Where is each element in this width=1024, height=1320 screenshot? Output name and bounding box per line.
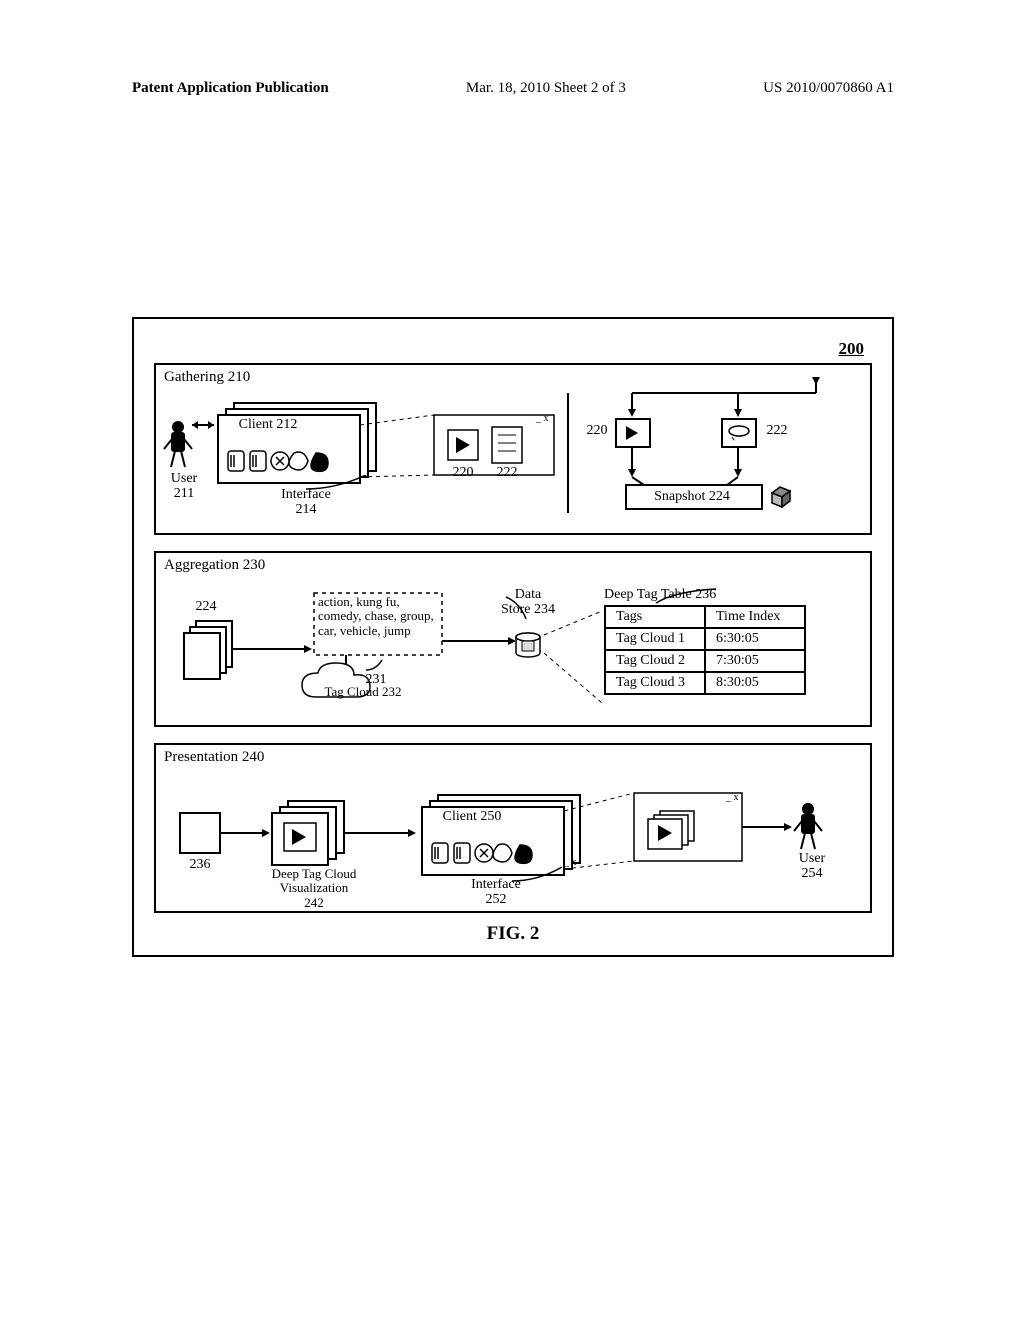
- section-presentation: Presentation 240: [154, 743, 872, 913]
- figure-outer-box: 200 Gathering 210: [132, 317, 894, 957]
- table-row: Tag Cloud 3 8:30:05: [605, 672, 805, 694]
- figure-id: 200: [839, 339, 865, 359]
- client-212-label: Client 212: [228, 417, 308, 432]
- gathering-svg: _ x: [156, 365, 876, 537]
- figure-caption: FIG. 2: [134, 913, 892, 959]
- tag-cloud-232-label: Tag Cloud 232: [308, 685, 418, 699]
- svg-text:_ x: _ x: [535, 413, 549, 424]
- section-gathering: Gathering 210: [154, 363, 872, 535]
- header-right: US 2010/0070860 A1: [763, 80, 894, 97]
- data-store-234-label: Data Store 234: [488, 587, 568, 618]
- tag-list-text: action, kung fu, comedy, chase, group, c…: [318, 595, 438, 638]
- dtcv-242-label: Deep Tag Cloud Visualization 242: [254, 867, 374, 910]
- stack-224-label: 224: [186, 599, 226, 614]
- in-236-label: 236: [180, 857, 220, 872]
- user-211-label: User 211: [160, 471, 208, 502]
- page-header: Patent Application Publication Mar. 18, …: [132, 80, 894, 97]
- deep-tag-table-236-label: Deep Tag Table 236: [604, 587, 764, 602]
- table-header-tags: Tags: [605, 606, 705, 628]
- snapshot-224-label: Snapshot 224: [632, 489, 752, 504]
- zoom-220-label: 220: [448, 465, 478, 480]
- right-222-label: 222: [760, 423, 794, 438]
- ref-hook-icon: [366, 658, 386, 672]
- interface-pointer: [306, 475, 376, 495]
- deep-tag-table: Tags Time Index Tag Cloud 1 6:30:05 Tag …: [604, 605, 806, 695]
- user-254-label: User 254: [788, 851, 836, 882]
- table-row: Tag Cloud 2 7:30:05: [605, 650, 805, 672]
- header-mid: Mar. 18, 2010 Sheet 2 of 3: [466, 80, 626, 97]
- header-left: Patent Application Publication: [132, 80, 329, 97]
- section-aggregation: Aggregation 230: [154, 551, 872, 727]
- right-220-label: 220: [580, 423, 614, 438]
- table-header-time: Time Index: [705, 606, 805, 628]
- client-250-label: Client 250: [432, 809, 512, 824]
- interface-252-pointer: [512, 867, 572, 885]
- zoom-222-label: 222: [492, 465, 522, 480]
- svg-text:_ x: _ x: [725, 792, 739, 803]
- table-row: Tag Cloud 1 6:30:05: [605, 628, 805, 650]
